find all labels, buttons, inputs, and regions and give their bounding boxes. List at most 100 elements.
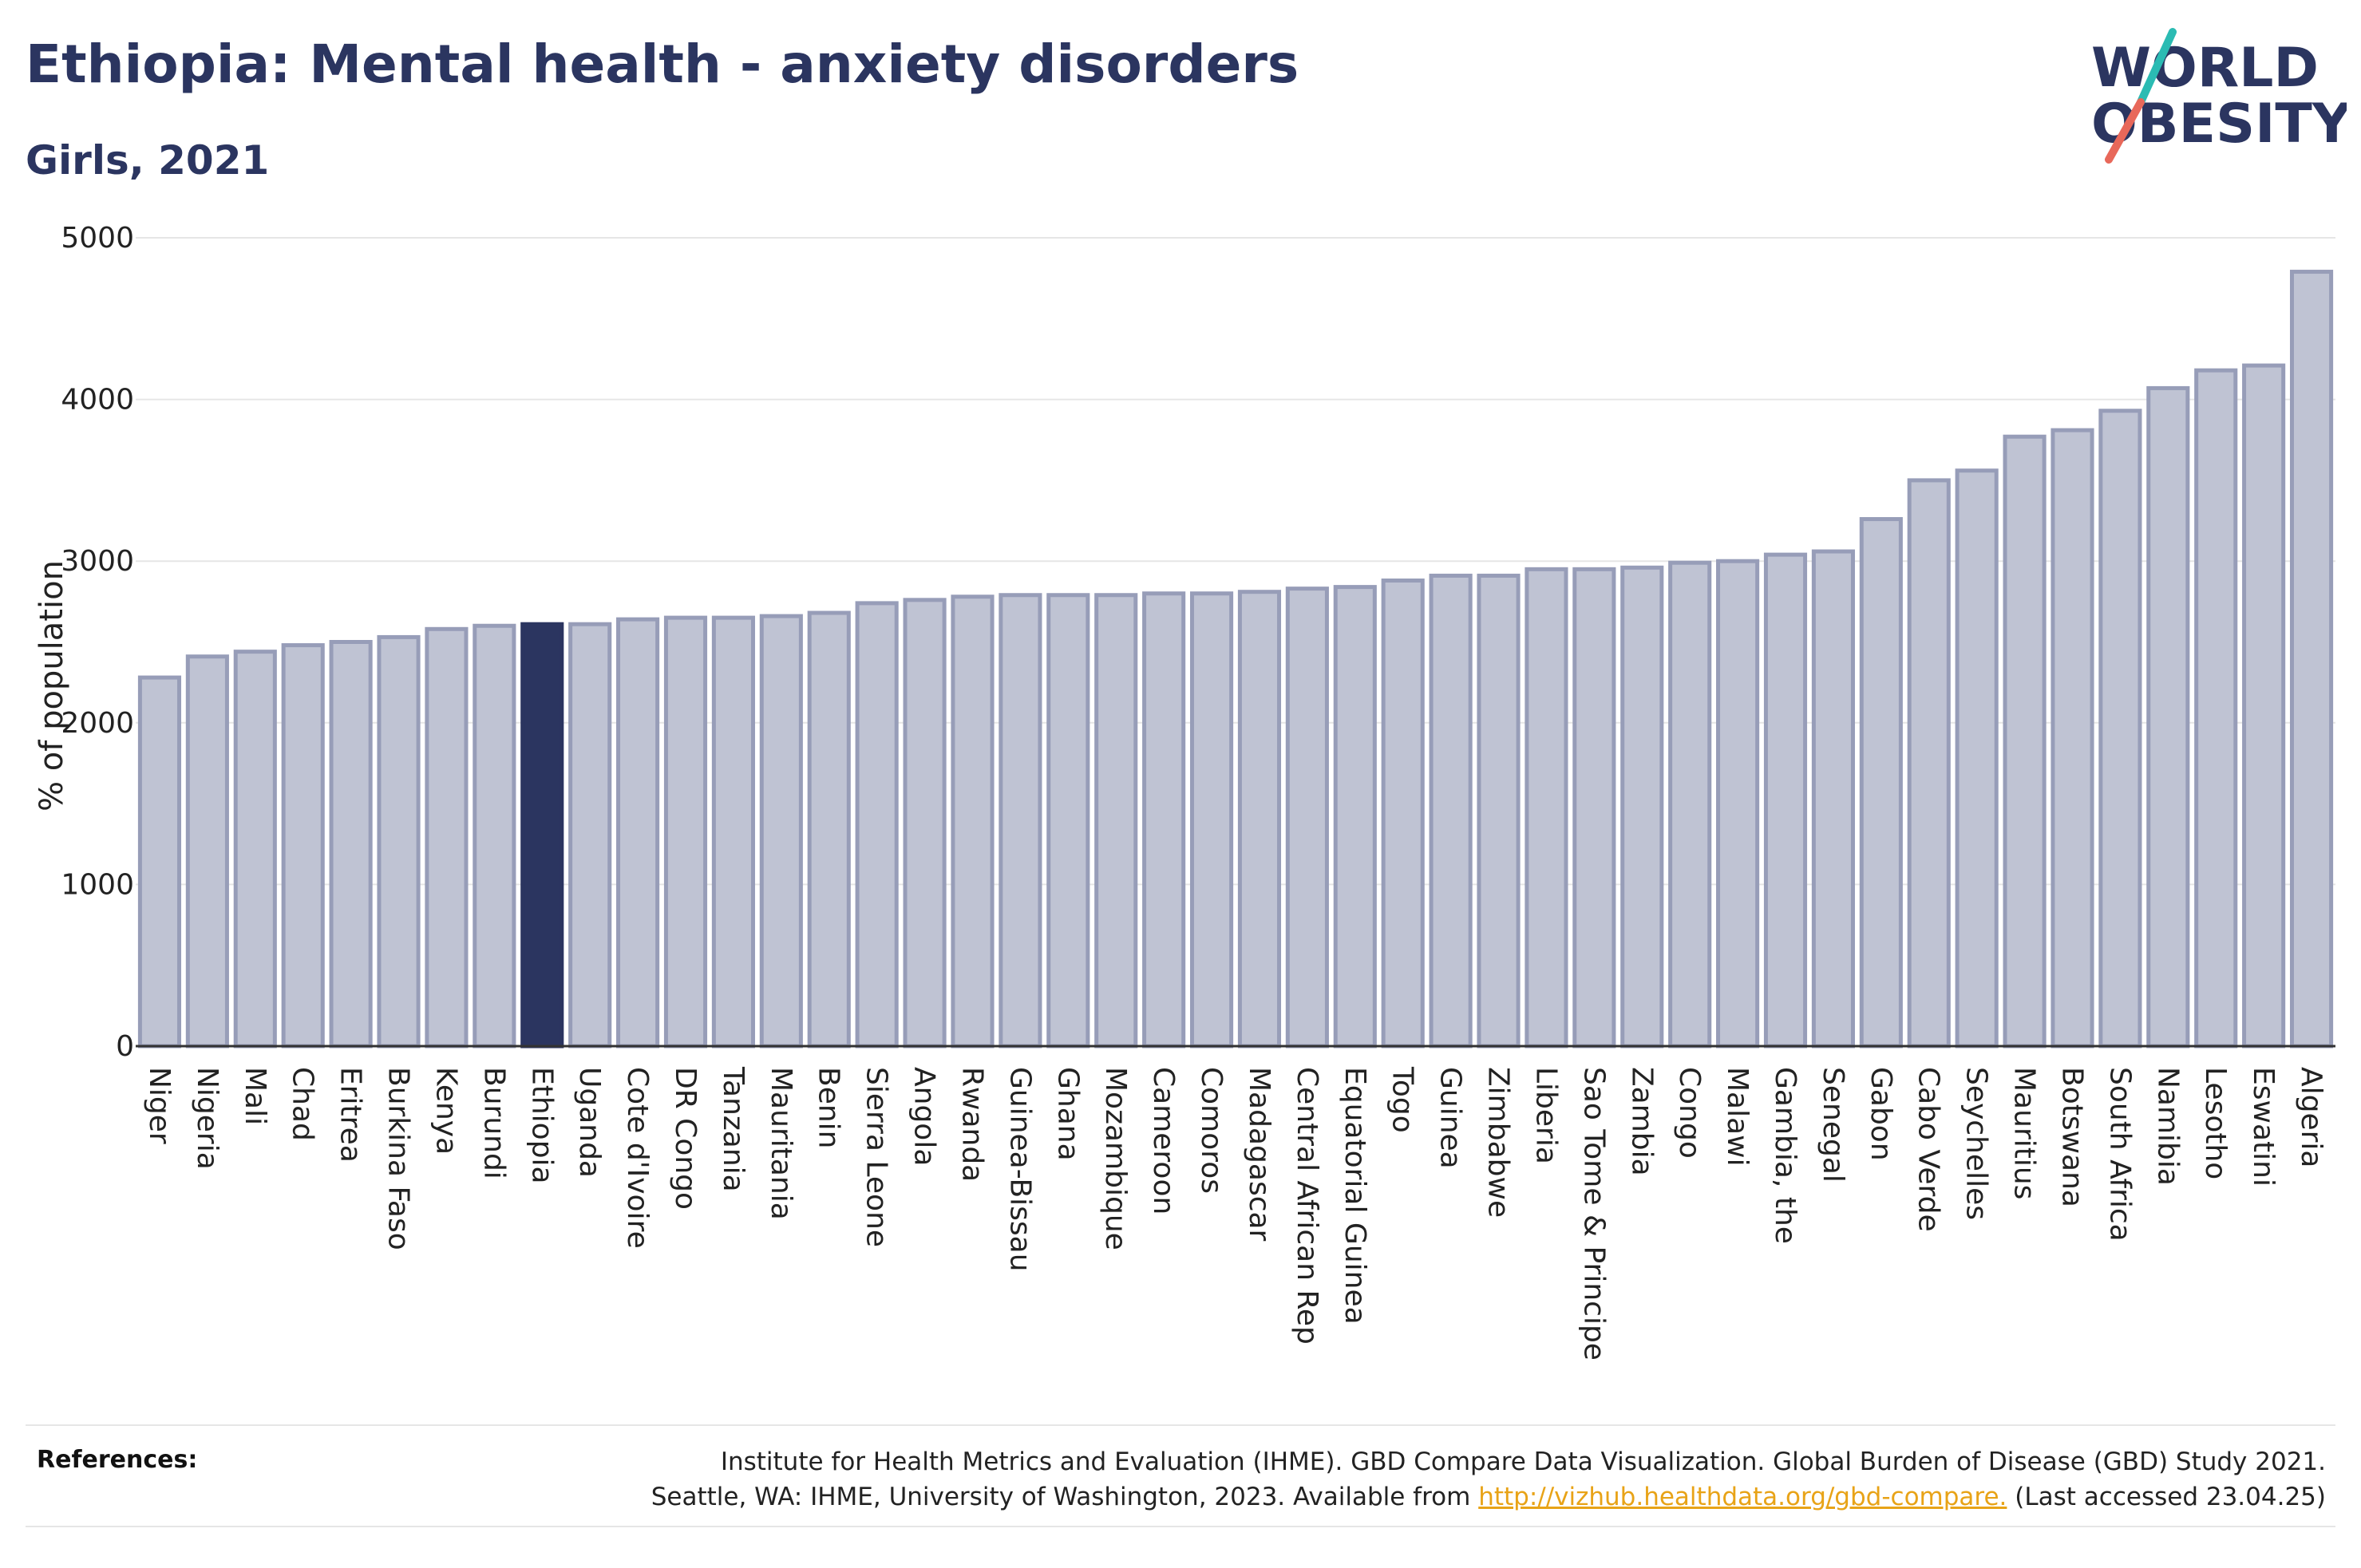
bar-mauritania [759,614,803,1049]
bar-dr-congo [663,615,708,1049]
bar-burundi [473,623,516,1049]
x-tick-label: Equatorial Guinea [1339,1067,1371,1325]
bar-namibia [2146,385,2190,1049]
x-tick-label: Guinea-Bissau [1003,1067,1036,1272]
x-tick-label: Central African Rep [1291,1067,1323,1345]
y-tick-label: 1000 [61,868,134,901]
bar-sierra-leone [855,601,899,1049]
bar-tanzania [711,615,755,1049]
bar-botswana [2051,428,2094,1049]
x-tick-label: Cote d'Ivoire [621,1067,654,1249]
x-tick-label: Burkina Faso [382,1067,415,1250]
bar-togo [1381,579,1425,1049]
bar-nigeria [185,654,229,1049]
bar-chad [281,643,325,1049]
bar-lesotho [2194,368,2238,1049]
bar-eritrea [329,640,373,1049]
bar-mozambique [1094,593,1138,1049]
bar-senegal [1811,549,1855,1049]
x-tick-label: Congo [1673,1067,1706,1159]
bar-mauritius [2003,434,2047,1049]
x-tick-label: Liberia [1529,1067,1562,1164]
bar-liberia [1525,567,1568,1049]
chart-subtitle: Girls, 2021 [26,137,270,184]
y-axis-label: % of population [34,560,70,812]
x-tick-label: Cabo Verde [1912,1067,1945,1232]
bar-gabon [1859,517,1903,1049]
references-line-2: Seattle, WA: IHME, University of Washing… [490,1479,2326,1515]
x-tick-label: Senegal [1817,1067,1849,1183]
bar-eswatini [2242,363,2286,1049]
x-tick-label: Gambia, the [1769,1067,1801,1244]
y-tick-label: 3000 [61,545,134,578]
y-tick-label: 2000 [61,707,134,740]
logo-slash-coral [2105,98,2145,164]
bar-cameroon [1142,591,1186,1049]
bar-uganda [568,622,612,1049]
x-axis-category-labels: Niger Nigeria Mali Chad Eritrea Burkina Faso K… [143,1066,2327,1361]
bar-sao-tome-principe [1572,567,1616,1049]
y-axis-ticks: 0 1000 2000 3000 4000 5000 [61,222,134,1063]
bar-angola [903,598,947,1049]
x-tick-label: Malawi [1721,1067,1754,1167]
x-tick-label: Uganda [573,1067,606,1178]
x-tick-label: Zimbabwe [1482,1067,1515,1218]
x-tick-label: Rwanda [955,1067,988,1182]
x-tick-label: Eswatini [2247,1067,2280,1187]
x-tick-label: Namibia [2151,1067,2184,1186]
x-tick-label: Ethiopia [525,1067,558,1184]
x-tick-label: Angola [908,1067,941,1166]
bar-algeria [2289,270,2334,1049]
x-tick-label: Mauritania [765,1067,797,1220]
references-line-1: Institute for Health Metrics and Evaluat… [720,1448,2326,1476]
x-tick-label: Niger [143,1067,176,1144]
bar-cabo-verde [1907,478,1951,1049]
logo-word-obesity: OBESITY [2091,93,2347,156]
x-tick-label: Burundi [477,1067,510,1179]
bar-guinea [1429,573,1473,1049]
bar-mali [233,650,277,1049]
bar-comoros [1189,591,1234,1049]
bar-kenya [425,626,469,1049]
bar-zimbabwe [1477,573,1521,1049]
references-line-2-suffix: (Last accessed 23.04.25) [2015,1483,2326,1511]
references-line-2-prefix: Seattle, WA: IHME, University of Washing… [651,1483,1471,1511]
bar-south-africa [2098,409,2142,1049]
bar-burkina-faso [377,634,421,1049]
bar-congo [1668,560,1712,1049]
bar-central-african-rep [1285,587,1329,1049]
x-tick-label: DR Congo [669,1067,702,1210]
bar-ghana [1046,593,1090,1049]
bar-niger [137,675,182,1049]
x-tick-label: Mozambique [1099,1067,1132,1250]
bar-benin [807,610,851,1049]
x-tick-label: Seychelles [1960,1067,1993,1220]
bar-gambia-the [1763,552,1808,1049]
x-tick-label: Gabon [1865,1067,1897,1161]
bars [137,270,2334,1049]
x-tick-label: Ghana [1051,1067,1084,1161]
x-tick-label: Botswana [2055,1067,2088,1207]
x-tick-label: Zambia [1625,1067,1658,1176]
bar-guinea-bissau [999,593,1042,1049]
x-tick-label: Tanzania [717,1066,749,1192]
bar-ethiopia [520,622,564,1049]
x-tick-label: Kenya [429,1067,462,1155]
x-tick-label: Chad [287,1067,319,1141]
x-tick-label: Sao Tome & Principe [1577,1067,1610,1361]
x-tick-label: Mauritius [2008,1067,2041,1199]
world-obesity-logo: WORLD OBESITY [2091,28,2347,164]
x-tick-label: Algeria [2295,1067,2327,1168]
bar-seychelles [1955,468,1999,1049]
x-tick-label: Eritrea [334,1067,367,1163]
chart-title: Ethiopia: Mental health - anxiety disord… [26,34,1299,95]
x-tick-label: Benin [813,1067,845,1148]
x-tick-label: Sierra Leone [860,1067,893,1247]
references-divider-bottom [26,1526,2335,1527]
logo-slash-teal [2137,28,2177,106]
y-tick-label: 0 [116,1030,134,1063]
y-tick-label: 4000 [61,384,134,417]
x-tick-label: Comoros [1195,1067,1228,1194]
references-link[interactable]: http://vizhub.healthdata.org/gbd-compare… [1478,1483,2007,1511]
references-text: Institute for Health Metrics and Evaluat… [490,1444,2326,1515]
